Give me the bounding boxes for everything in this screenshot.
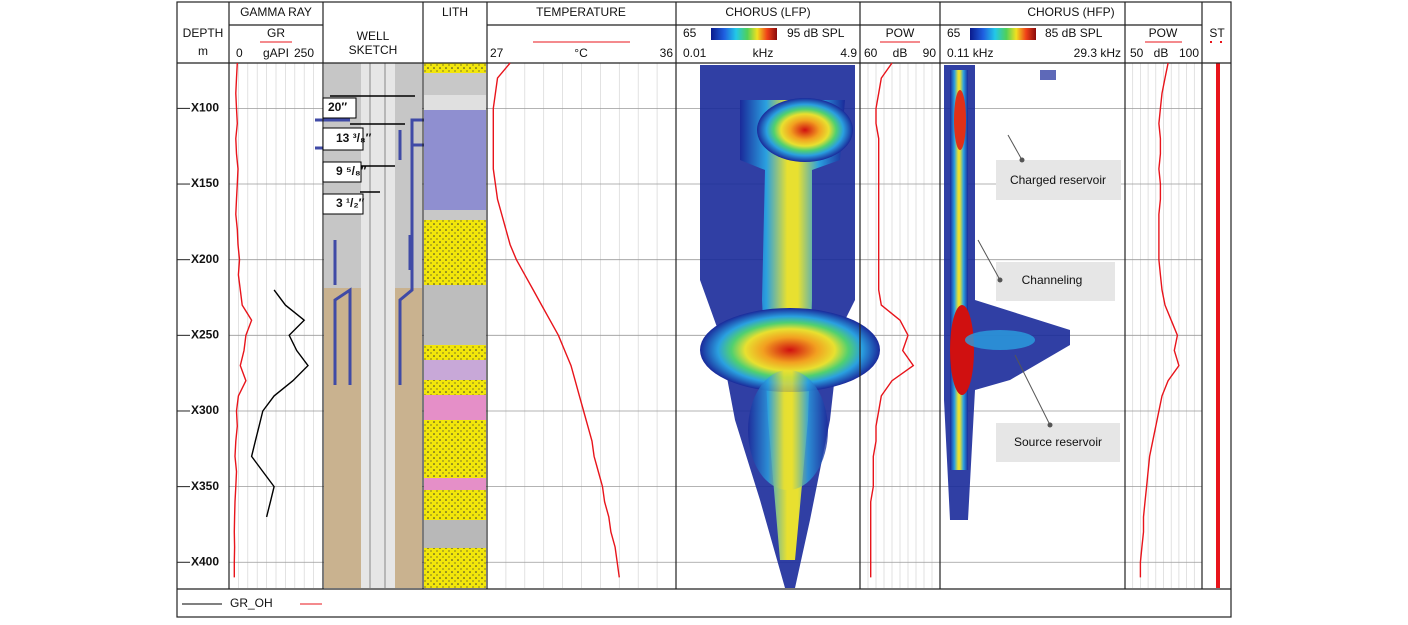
unit: dB xyxy=(1154,46,1169,60)
lith-band xyxy=(424,210,486,220)
legend-label: GR_OH xyxy=(230,596,273,610)
lith-band xyxy=(424,520,486,548)
casing-label: 13 ³/₈″ xyxy=(336,131,372,145)
casing-label: 20″ xyxy=(328,100,347,114)
track-title: POW xyxy=(1149,26,1178,40)
track-title: LITH xyxy=(442,5,468,19)
track-title: POW xyxy=(886,26,915,40)
lith-band xyxy=(424,360,486,380)
curve xyxy=(870,62,915,578)
unit: dB xyxy=(893,46,908,60)
colorbar-tick: 65 xyxy=(683,26,697,40)
lith-band xyxy=(424,63,486,73)
lith-band xyxy=(424,285,486,345)
x-tick-label: 29.3 kHz xyxy=(1074,46,1121,60)
colorbar xyxy=(711,28,777,40)
track-title: GAMMA RAY xyxy=(240,5,312,19)
well-sketch xyxy=(315,63,430,588)
annotations xyxy=(977,134,1121,462)
y-tick-label: X300 xyxy=(191,403,219,417)
casing-label: 3 ¹/₂″ xyxy=(336,196,365,210)
lith-band xyxy=(424,395,486,420)
lith-band xyxy=(424,345,486,360)
lithology xyxy=(424,63,486,588)
y-tick-label: X200 xyxy=(191,252,219,266)
depth-unit: m xyxy=(198,44,208,58)
x-tick-label: 27 xyxy=(490,46,504,60)
column-borders xyxy=(228,2,1203,589)
track-title: CHORUS (LFP) xyxy=(725,5,810,19)
x-tick-label: 60 xyxy=(864,46,878,60)
lith-band xyxy=(424,250,486,285)
curve xyxy=(1139,62,1180,578)
track-title: SKETCH xyxy=(349,43,398,57)
depth-label: DEPTH xyxy=(183,26,224,40)
casing-labels xyxy=(322,97,364,215)
track-title: CHORUS (HFP) xyxy=(1027,5,1114,19)
curve-name: GR xyxy=(267,26,285,40)
lith-band xyxy=(424,95,486,110)
unit: °C xyxy=(574,46,588,60)
lith-band xyxy=(424,420,486,478)
lith-band xyxy=(424,548,486,588)
track-title: WELL xyxy=(357,29,390,43)
unit: kHz xyxy=(753,46,774,60)
lith-band xyxy=(424,380,486,395)
lith-band xyxy=(424,220,486,250)
casing-label: 9 ⁵/₈″ xyxy=(336,164,367,178)
frame xyxy=(176,1,1232,618)
x-tick-label: 4.9 xyxy=(840,46,857,60)
y-tick-label: X250 xyxy=(191,328,219,342)
x-tick-label: 0.11 kHz xyxy=(947,46,993,60)
st-curve xyxy=(1216,63,1220,588)
track-title: TEMPERATURE xyxy=(536,5,626,19)
colorbar-tick: 95 dB SPL xyxy=(787,26,845,40)
lith-band xyxy=(424,490,486,520)
curve xyxy=(492,62,620,578)
colorbar-tick: 85 dB SPL xyxy=(1045,26,1103,40)
curve xyxy=(233,62,253,578)
colorbar-tick: 65 xyxy=(947,26,961,40)
lith-band xyxy=(424,110,486,210)
x-tick-label: 36 xyxy=(660,46,674,60)
x-tick-label: 50 xyxy=(1130,46,1144,60)
spectrogram-hfp xyxy=(944,65,1070,520)
annotation: Channeling xyxy=(1022,273,1083,287)
colorbar xyxy=(970,28,1036,40)
y-tick-label: X350 xyxy=(191,479,219,493)
lith-band xyxy=(424,73,486,95)
y-tick-label: X400 xyxy=(191,554,219,568)
annotation: Charged reservoir xyxy=(1010,173,1106,187)
unit: gAPI xyxy=(263,46,289,60)
curve xyxy=(250,289,309,518)
x-tick-label: 0.01 xyxy=(683,46,707,60)
x-tick-label: 90 xyxy=(923,46,937,60)
y-tick-label: X100 xyxy=(191,101,219,115)
annotation: Source reservoir xyxy=(1014,435,1102,449)
lith-band xyxy=(424,478,486,490)
track-title: ST xyxy=(1209,26,1225,40)
x-tick-label: 100 xyxy=(1179,46,1199,60)
x-tick-label: 250 xyxy=(294,46,314,60)
spectrogram-lfp xyxy=(700,65,880,588)
y-tick-label: X150 xyxy=(191,176,219,190)
x-tick-label: 0 xyxy=(236,46,243,60)
